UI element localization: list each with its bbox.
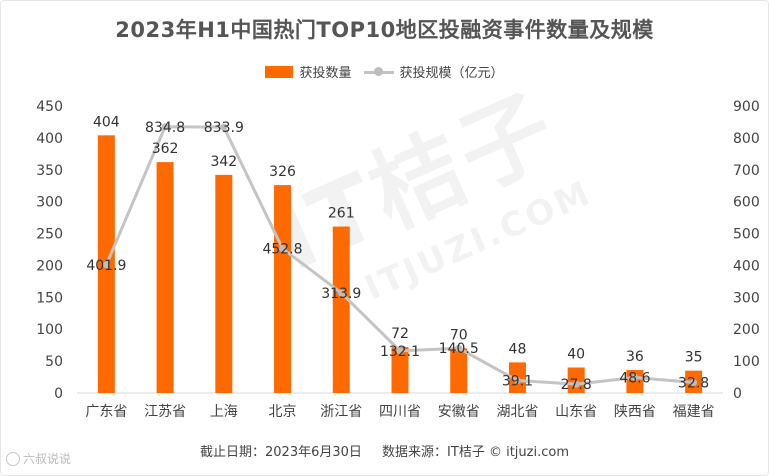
- x-tick-label: 浙江省: [320, 404, 362, 420]
- legend-line-label: 获投规模（亿元）: [399, 66, 504, 81]
- line-value-label: 48.6: [619, 371, 650, 387]
- line-marker: [513, 377, 521, 385]
- x-tick-label: 上海: [210, 404, 238, 420]
- footer-source: 数据来源：IT桔子 © itjuzi.com: [382, 445, 569, 460]
- x-tick-label: 江苏省: [144, 404, 186, 420]
- x-tick-label: 山东省: [555, 404, 597, 420]
- x-tick-label: 北京: [269, 404, 297, 420]
- y-right-tick-label: 100: [733, 354, 760, 370]
- bar-value-label: 36: [626, 349, 644, 365]
- y-right-tick-label: 500: [733, 227, 760, 243]
- corner-brand-text: 六叔说说: [23, 452, 72, 466]
- bar-value-label: 404: [93, 114, 120, 130]
- y-right-tick-label: 900: [733, 99, 760, 115]
- y-left-tick-label: 200: [36, 258, 63, 274]
- y-left-tick-label: 400: [36, 131, 63, 147]
- corner-brand: 六叔说说: [6, 450, 71, 467]
- y-right-tick-label: 400: [733, 258, 760, 274]
- bar: [332, 226, 350, 393]
- x-tick-label: 陕西省: [614, 404, 656, 420]
- footer-date: 截止日期：2023年6月30日: [200, 445, 362, 460]
- line-marker: [220, 123, 228, 131]
- line-value-label: 833.9: [204, 120, 244, 136]
- line-marker: [396, 347, 404, 355]
- legend-bar-swatch: [265, 65, 294, 78]
- y-left-tick-label: 300: [36, 195, 63, 211]
- corner-logo-icon: [6, 451, 20, 466]
- legend-item-line: 获投规模（亿元）: [363, 62, 504, 81]
- x-tick-label: 四川省: [379, 404, 421, 420]
- bar: [626, 370, 644, 393]
- y-right-tick-label: 600: [733, 195, 760, 211]
- bar: [215, 174, 233, 393]
- y-left-tick-label: 0: [54, 386, 63, 402]
- y-left-tick-label: 450: [36, 99, 63, 115]
- legend-line-swatch: [363, 66, 394, 78]
- bar: [391, 347, 409, 393]
- x-tick-label: 广东省: [85, 404, 127, 420]
- bar-value-label: 261: [328, 206, 355, 222]
- bar-value-label: 40: [567, 346, 585, 362]
- y-left-tick-label: 50: [45, 354, 63, 370]
- bar-value-label: 72: [391, 326, 409, 342]
- bar: [450, 348, 468, 393]
- bar-value-label: 362: [152, 141, 179, 157]
- line-value-label: 140.5: [439, 341, 479, 357]
- line-value-label: 39.1: [502, 374, 533, 390]
- y-right-tick-label: 0: [733, 386, 742, 402]
- y-right-tick-label: 200: [733, 322, 760, 338]
- y-left-tick-label: 350: [36, 163, 63, 179]
- line-marker: [279, 245, 287, 253]
- line-marker: [572, 380, 580, 388]
- line-marker: [161, 123, 169, 131]
- y-right-tick-label: 700: [733, 163, 760, 179]
- bar-value-label: 35: [685, 350, 703, 366]
- chart-title: 2023年H1中国热门TOP10地区投融资事件数量及规模: [115, 18, 654, 42]
- line-marker: [337, 289, 345, 297]
- line-marker: [631, 374, 639, 382]
- line-value-label: 401.9: [86, 258, 126, 274]
- line-marker: [690, 379, 698, 387]
- line-value-label: 834.8: [145, 120, 185, 136]
- y-left-tick-label: 150: [36, 290, 63, 306]
- line-value-label: 452.8: [262, 242, 302, 258]
- x-tick-label: 安徽省: [438, 404, 480, 420]
- bar: [567, 367, 585, 393]
- y-left-tick-label: 100: [36, 322, 63, 338]
- y-right-tick-label: 300: [733, 290, 760, 306]
- bar-value-label: 48: [509, 341, 527, 357]
- bar-value-label: 326: [269, 164, 296, 180]
- bar-value-label: 342: [210, 154, 237, 170]
- x-tick-label: 福建省: [673, 404, 715, 420]
- chart-legend: 获投数量 获投规模（亿元）: [0, 62, 769, 81]
- chart-footer: 截止日期：2023年6月30日 数据来源：IT桔子 © itjuzi.com: [0, 441, 769, 460]
- line-value-label: 132.1: [380, 344, 420, 360]
- bar: [274, 185, 292, 393]
- line-marker: [102, 261, 110, 269]
- bar: [156, 162, 174, 393]
- line-value-label: 32.8: [678, 376, 709, 392]
- legend-item-bars: 获投数量: [265, 62, 352, 81]
- bar-value-label: 70: [450, 327, 468, 343]
- x-tick-label: 湖北省: [496, 404, 538, 420]
- legend-bars-label: 获投数量: [299, 66, 352, 81]
- y-right-tick-label: 800: [733, 131, 760, 147]
- y-left-tick-label: 250: [36, 227, 63, 243]
- line-marker: [455, 344, 463, 352]
- line-value-label: 27.8: [561, 377, 592, 393]
- line-value-label: 313.9: [321, 286, 361, 302]
